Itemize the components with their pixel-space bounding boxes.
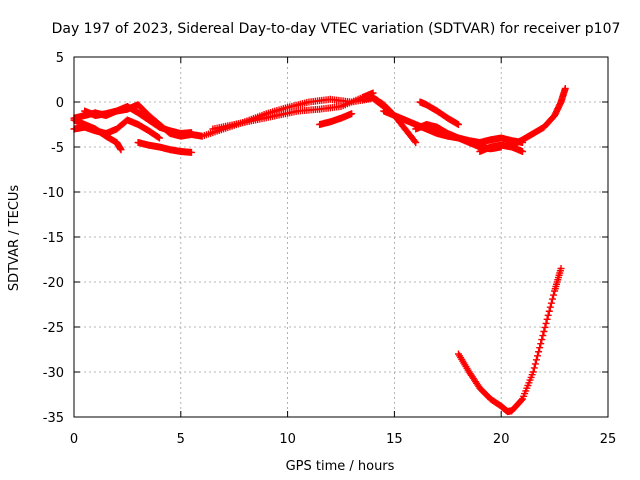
data-point <box>187 148 195 156</box>
data-point <box>155 134 163 142</box>
y-tick-label: -15 <box>43 231 64 246</box>
data-point <box>550 291 558 299</box>
y-tick-label: 5 <box>56 51 64 66</box>
data-point <box>546 303 554 311</box>
series-track-n <box>454 265 565 416</box>
data-point <box>561 85 569 92</box>
data-point <box>557 265 565 272</box>
x-tick-label: 25 <box>600 432 617 447</box>
y-tick-label: -10 <box>43 186 64 201</box>
y-tick-label: -25 <box>43 321 64 336</box>
data-point <box>530 364 538 372</box>
chart-title: Day 197 of 2023, Sidereal Day-to-day VTE… <box>52 21 621 37</box>
y-tick-label: -30 <box>43 366 64 381</box>
data-point <box>529 368 537 376</box>
series-track-c <box>70 116 125 154</box>
data-point <box>117 146 125 154</box>
series-track-k <box>416 98 462 128</box>
series-track-e <box>134 139 195 156</box>
series-track-g <box>316 110 356 128</box>
data-point <box>536 344 544 352</box>
data-point <box>532 356 540 364</box>
data-point <box>545 307 553 315</box>
data-point <box>540 328 548 335</box>
x-tick-label: 10 <box>279 432 296 447</box>
data-point <box>534 352 542 360</box>
data-point <box>539 332 547 340</box>
x-tick-label: 15 <box>386 432 403 447</box>
data-point <box>548 295 556 303</box>
data-point <box>187 129 195 137</box>
y-tick-label: 0 <box>56 96 64 111</box>
data-point <box>517 396 525 404</box>
data-point <box>348 110 356 118</box>
y-tick-label: -5 <box>51 141 64 156</box>
grid <box>74 57 608 417</box>
data-points <box>70 85 569 416</box>
data-point <box>412 139 420 146</box>
data-point <box>547 299 555 307</box>
x-tick-label: 5 <box>177 432 185 447</box>
series-track-d <box>81 103 195 137</box>
y-axis-label: SDTVAR / TECUs <box>7 185 22 292</box>
y-tick-label: -35 <box>43 411 64 426</box>
x-tick-label: 0 <box>70 432 78 447</box>
data-point <box>535 348 543 356</box>
x-axis-label: GPS time / hours <box>286 459 395 474</box>
y-tick-label: -20 <box>43 276 64 291</box>
series-track-m <box>508 85 569 149</box>
data-point <box>544 311 552 319</box>
axis-ticks: 0 5 10 15 20 25 5 0 -5 -10 -15 -20 -25 -30 -35 <box>43 51 617 447</box>
plot-frame <box>73 56 609 418</box>
series-track-h <box>358 94 420 146</box>
data-point <box>519 148 527 155</box>
data-point <box>537 340 545 348</box>
data-point <box>531 360 539 368</box>
data-point <box>542 319 550 327</box>
data-point <box>543 315 551 323</box>
data-point <box>454 121 462 128</box>
x-tick-label: 20 <box>493 432 510 447</box>
data-point <box>154 133 162 141</box>
data-point <box>541 323 549 331</box>
data-point <box>411 137 419 145</box>
data-point <box>538 336 546 344</box>
